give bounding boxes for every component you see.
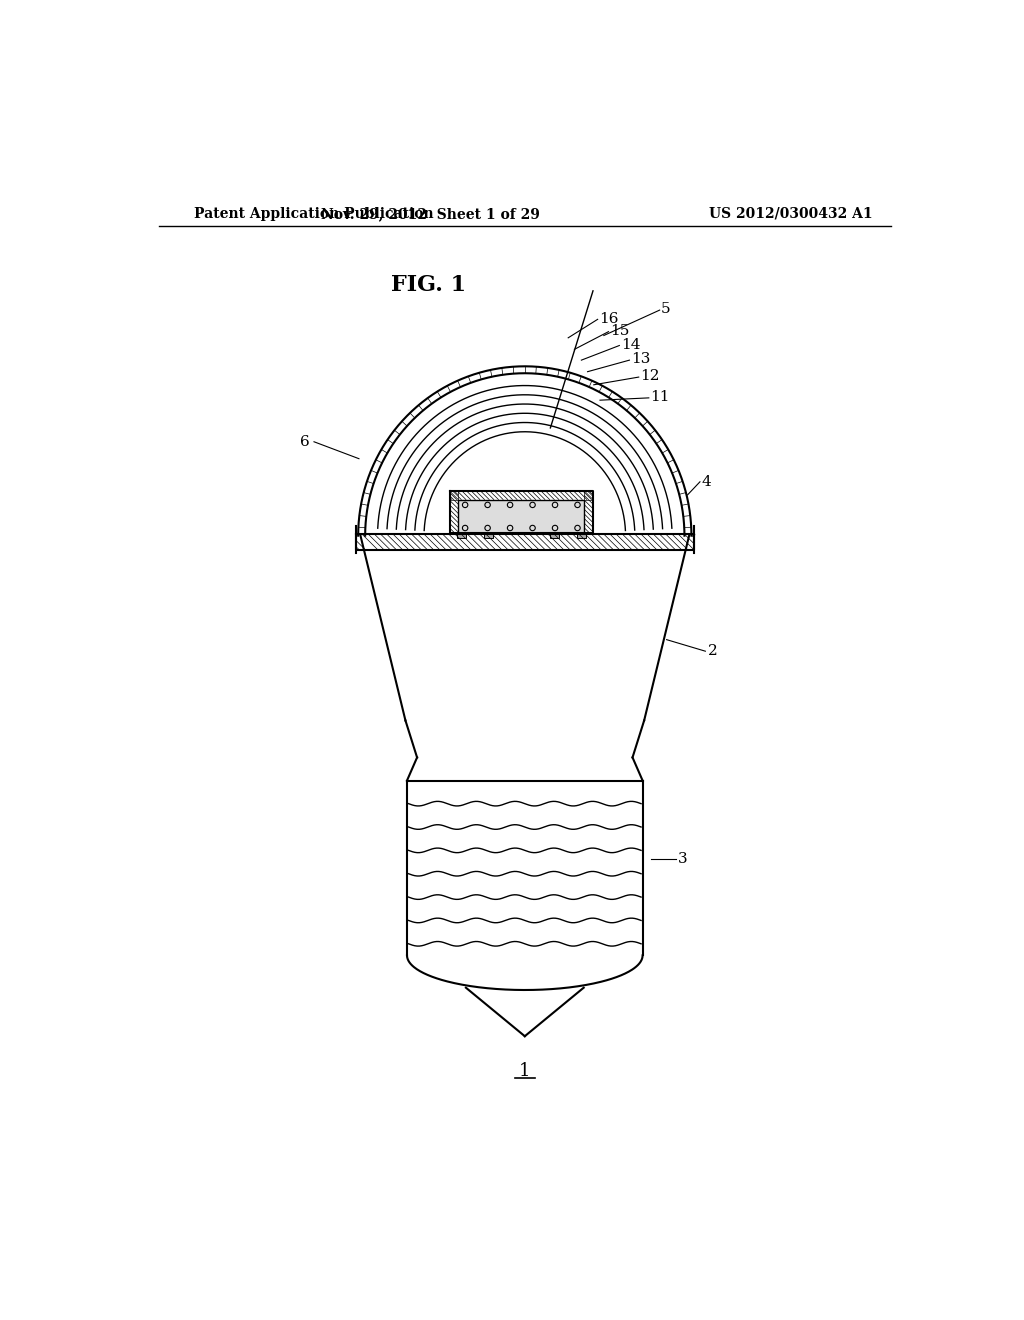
Text: 1: 1	[519, 1061, 530, 1080]
Text: FIG. 1: FIG. 1	[391, 275, 466, 297]
Text: Nov. 29, 2012  Sheet 1 of 29: Nov. 29, 2012 Sheet 1 of 29	[321, 207, 540, 220]
Text: US 2012/0300432 A1: US 2012/0300432 A1	[710, 207, 872, 220]
Text: 6: 6	[300, 434, 309, 449]
Bar	[458, 499, 585, 533]
Text: Patent Application Publication: Patent Application Publication	[194, 207, 433, 220]
Text: 2: 2	[708, 644, 718, 659]
Text: 11: 11	[650, 391, 670, 404]
Text: 14: 14	[621, 338, 640, 351]
Bar	[483, 533, 493, 539]
Text: 15: 15	[610, 323, 630, 338]
Bar	[577, 533, 586, 539]
Text: 5: 5	[662, 302, 671, 317]
Bar	[457, 533, 466, 539]
Text: 3: 3	[678, 853, 688, 866]
Bar	[550, 533, 559, 539]
Text: 12: 12	[640, 370, 659, 383]
Text: 13: 13	[631, 352, 650, 367]
Text: 4: 4	[701, 475, 712, 488]
Text: 16: 16	[599, 312, 618, 326]
